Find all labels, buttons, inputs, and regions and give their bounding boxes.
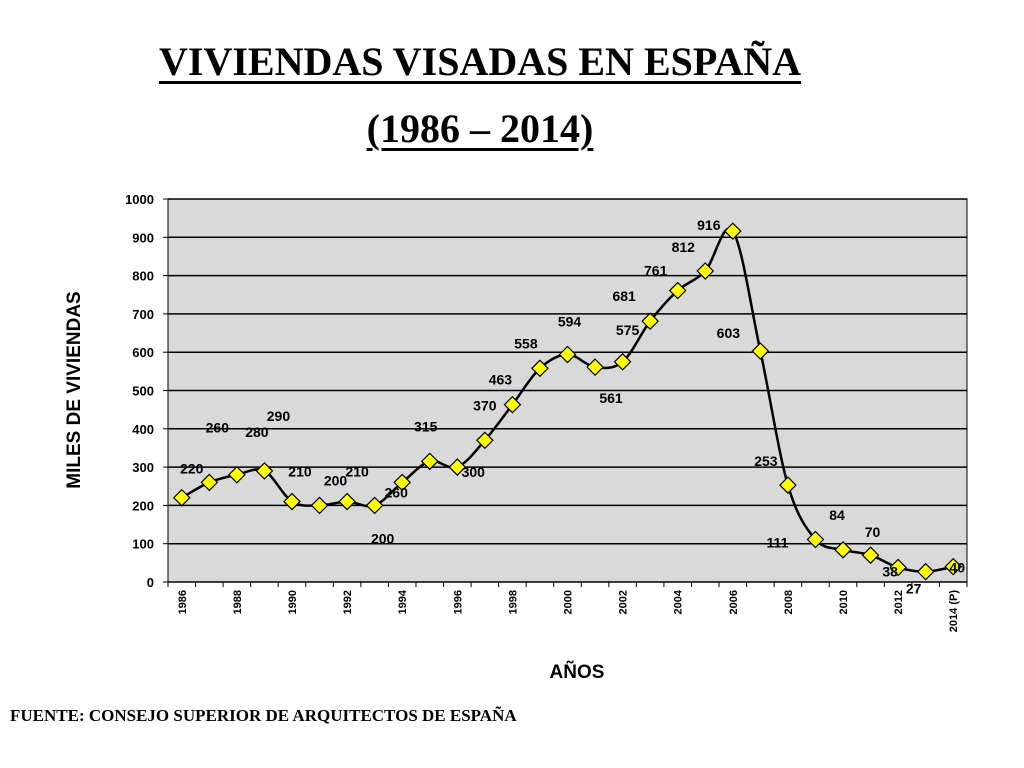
data-point [834,540,852,559]
data-point [751,342,770,360]
data-point [696,262,715,280]
data-label: 681 [612,288,636,304]
y-tick-label: 200 [132,498,154,513]
markers [172,222,963,581]
x-tick-label: 1998 [507,590,519,614]
data-point [889,558,907,577]
data-label: 200 [324,472,348,488]
data-label: 370 [473,397,497,413]
y-tick-label: 800 [132,269,154,284]
data-label: 761 [644,263,668,279]
data-point [558,345,577,364]
data-label: 210 [288,464,312,480]
data-point [641,312,660,331]
data-label: 315 [414,418,438,434]
data-point [310,496,329,515]
data-point [861,546,880,565]
x-tick-label: 2014 (P) [948,590,960,633]
x-axis-ticks: 1986 1988 1990 1992 1994 1996 1998 2000 2002 2004… [167,582,968,633]
y-axis-label: MILES DE VIVIENDAS [64,291,85,488]
y-tick-label: 400 [132,422,154,437]
data-point [200,473,219,492]
x-tick-label: 2012 [893,590,905,614]
data-label: 558 [514,335,538,351]
data-point [393,473,412,492]
data-point [365,496,384,515]
data-label: 260 [206,419,230,435]
x-tick-label: 2006 [728,590,740,614]
y-tick-label: 500 [132,384,154,399]
data-point [668,281,687,300]
chart-subtitle: (1986 – 2014) [366,106,594,151]
data-label: 84 [829,507,845,523]
y-tick-label: 100 [132,537,154,552]
data-label: 111 [767,534,789,550]
data-label: 220 [180,461,204,477]
data-label: 916 [697,217,721,233]
x-tick-label: 2008 [783,590,795,614]
data-point [338,492,356,511]
x-tick-label: 1996 [452,590,464,614]
data-label: 40 [949,560,965,576]
y-axis-ticks: 0 100 200 300 400 500 600 700 800 900 1000 [125,192,168,590]
data-point [944,557,963,576]
data-label: 280 [245,424,269,440]
data-point [172,488,191,507]
x-tick-label: 2000 [563,590,575,614]
data-point [448,458,467,476]
data-point [916,562,935,581]
chart-title: VIVIENDAS VISADAS EN ESPAÑA [159,39,801,84]
data-point [779,476,797,494]
data-label: 594 [558,313,582,329]
x-tick-label: 1986 [177,590,189,614]
y-tick-label: 300 [132,460,154,475]
data-label: 253 [754,453,778,469]
data-label: 210 [345,464,369,480]
y-tick-label: 0 [147,575,154,590]
x-tick-label: 2004 [673,589,685,614]
x-tick-label: 2010 [838,590,850,614]
data-label: 561 [599,390,623,406]
x-tick-label: 1992 [342,590,354,614]
data-point [531,359,549,378]
data-label: 812 [672,239,696,255]
data-label: 38 [882,563,898,579]
data-label: 603 [717,325,741,341]
data-label: 70 [865,524,881,540]
data-point [420,452,439,471]
data-label: 575 [616,322,640,338]
data-label: 290 [267,408,291,424]
source-note: FUENTE: CONSEJO SUPERIOR DE ARQUITECTOS … [10,706,517,725]
x-axis-label: AÑOS [550,661,605,683]
data-point [475,431,494,450]
x-tick-label: 2002 [618,590,630,614]
y-tick-label: 600 [132,345,154,360]
data-label: 300 [462,464,486,480]
x-tick-label: 1994 [397,589,409,614]
data-point [723,222,742,241]
data-point [255,462,274,480]
data-label: 27 [906,581,922,597]
y-tick-label: 700 [132,307,154,322]
data-label: 260 [385,484,409,500]
data-point [586,358,604,376]
y-tick-label: 1000 [125,192,154,207]
y-tick-label: 900 [132,230,154,245]
x-tick-label: 1990 [287,590,299,614]
data-label: 463 [489,372,513,388]
data-point [503,395,522,414]
data-label: 200 [371,530,395,546]
data-point [613,352,632,371]
data-point [806,530,825,549]
data-point [283,492,301,511]
x-tick-label: 1988 [232,590,244,614]
data-point [228,465,246,484]
